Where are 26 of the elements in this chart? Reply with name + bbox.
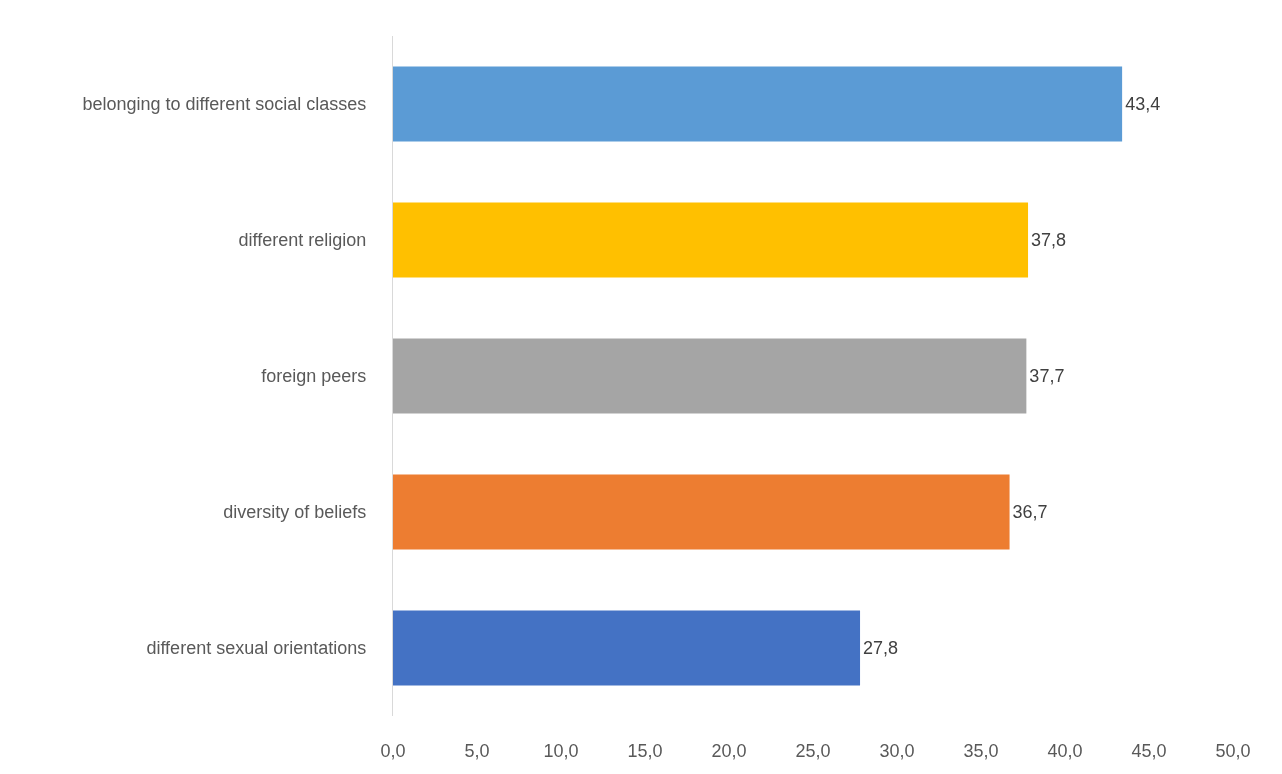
data-label: 27,8 — [863, 638, 899, 658]
x-tick-label: 20,0 — [711, 741, 747, 761]
data-label: 36,7 — [1012, 502, 1048, 522]
x-tick-label: 5,0 — [464, 741, 490, 761]
y-tick-label: different religion — [238, 230, 367, 251]
x-tick-label: 50,0 — [1215, 741, 1251, 761]
y-tick-label: belonging to different social classes — [82, 94, 367, 115]
bar — [393, 610, 861, 686]
y-tick-label: diversity of beliefs — [223, 502, 367, 523]
x-tick-label: 45,0 — [1131, 741, 1167, 761]
bar — [393, 202, 1029, 278]
x-tick-label: 30,0 — [879, 741, 915, 761]
bar — [393, 338, 1027, 414]
data-label: 37,7 — [1029, 366, 1065, 386]
x-tick-label: 40,0 — [1047, 741, 1083, 761]
data-label: 43,4 — [1125, 94, 1161, 114]
data-label: 37,8 — [1031, 230, 1067, 250]
x-tick-label: 10,0 — [543, 741, 579, 761]
bar — [393, 66, 1123, 142]
y-tick-label: different sexual orientations — [146, 638, 367, 659]
x-tick-label: 0,0 — [380, 741, 406, 761]
bar — [393, 474, 1010, 550]
y-tick-label: foreign peers — [261, 366, 367, 387]
x-tick-label: 15,0 — [627, 741, 663, 761]
x-tick-label: 35,0 — [963, 741, 999, 761]
x-tick-label: 25,0 — [795, 741, 831, 761]
